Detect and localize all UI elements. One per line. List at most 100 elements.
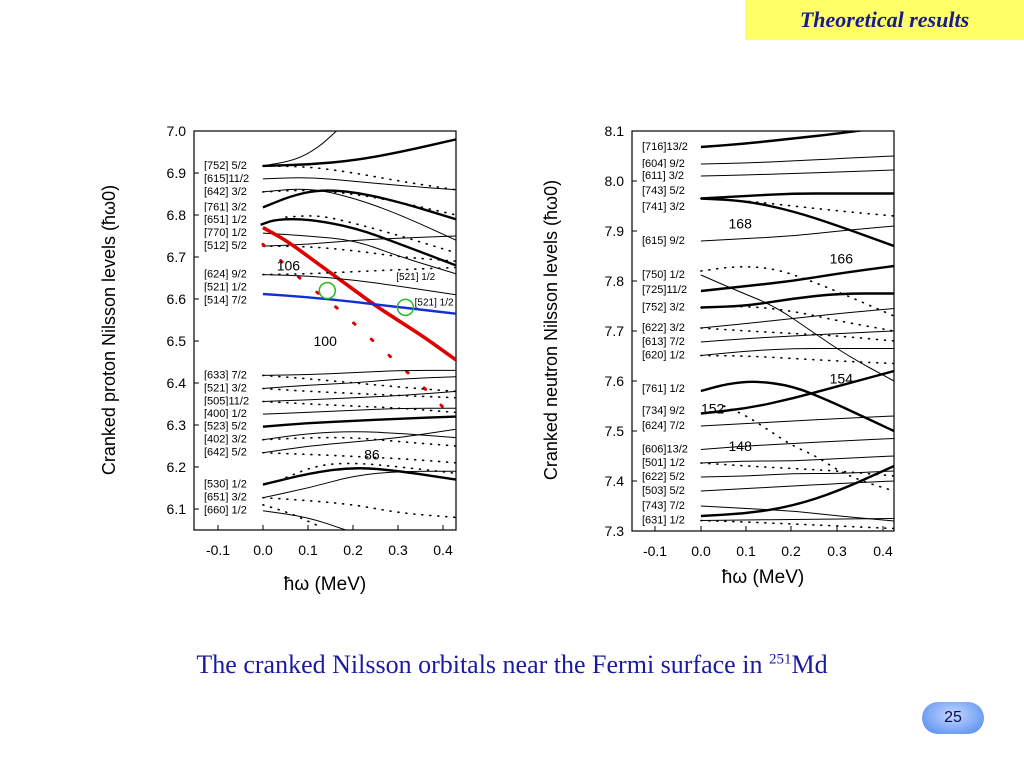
orbital-label: [633] 7/2 [204, 369, 247, 381]
orbital-curves [700, 131, 894, 530]
orbital-label-bg [202, 212, 260, 225]
caption-element: Md [791, 650, 828, 679]
orbital-label-bg [202, 266, 260, 279]
y-axis-title: Cranked neutron Nilsson levels (ħω0) [541, 180, 561, 480]
orbital-line [700, 369, 894, 415]
orbital-line [285, 462, 456, 479]
orbital-label: [761] 3/2 [204, 201, 247, 213]
orbital-label-bg [640, 403, 698, 415]
y-tick-label: 7.7 [605, 323, 625, 339]
orbital-label: [624] 7/2 [642, 420, 685, 432]
orbital-label: [642] 5/2 [204, 447, 247, 459]
orbital-line [700, 225, 894, 242]
orbital-line [723, 405, 894, 492]
y-tick-label: 7.0 [167, 123, 187, 139]
orbital-label-bg [640, 469, 698, 481]
orbital-line [700, 305, 894, 332]
neutron-chart: 8.1 8.0 7.9 7.8 7.7 7.6 7.5 7.4 7.3 -0.1 0.0 0.1 0.2… [541, 123, 895, 588]
caption-mass-number: 251 [768, 651, 792, 668]
x-tick-label: 0.0 [253, 542, 273, 558]
x-tick-label: 0.0 [691, 543, 711, 559]
orbital-line [700, 155, 894, 165]
orbital-line [262, 510, 346, 530]
x-tick-label: 0.1 [298, 542, 318, 558]
y-tick-label: 6.8 [167, 207, 187, 223]
orbital-line [700, 505, 894, 522]
orbital-line [262, 138, 456, 168]
y-tick-label: 8.0 [605, 173, 625, 189]
orbital-label: [743] 5/2 [642, 185, 685, 197]
orbital-label: [530] 1/2 [204, 479, 247, 491]
orbital-line [700, 470, 894, 478]
orbital-label: [613] 7/2 [642, 336, 685, 348]
orbital-label-bg [640, 139, 698, 151]
y-tick-label: 7.8 [605, 273, 625, 289]
orbital-line [262, 245, 456, 262]
y-tick-label: 7.9 [605, 223, 625, 239]
orbital-line [262, 188, 456, 241]
shell-gap-label: 148 [729, 438, 753, 454]
slide-title: Theoretical results [745, 0, 1024, 40]
x-axis-title: ħω (MeV) [722, 567, 804, 588]
y-tick-label: 6.7 [167, 249, 187, 265]
orbital-line [262, 470, 456, 499]
orbital-line [700, 169, 894, 177]
orbital-label: [400] 1/2 [204, 408, 247, 420]
y-tick-label: 7.6 [605, 373, 625, 389]
orbital-label-bg [640, 320, 698, 332]
orbital-label: [743] 7/2 [642, 500, 685, 512]
orbital-line [700, 348, 894, 356]
orbital-label: [521] 1/2 [204, 282, 247, 294]
orbital-label: [505]11/2 [204, 395, 249, 407]
orbital-line [262, 428, 456, 454]
orbital-label-bg [640, 512, 698, 525]
orbital-label-bg [202, 279, 260, 292]
x-axis-title: ħω (MeV) [284, 574, 366, 595]
orbital-label: [752] 3/2 [642, 302, 685, 314]
orbital-label: [611] 3/2 [642, 170, 684, 182]
orbital-label-bg [640, 299, 698, 312]
orbital-label: [752] 5/2 [204, 160, 247, 172]
orbital-label: [734] 9/2 [642, 405, 685, 417]
orbital-line [262, 431, 456, 441]
shell-gap-label: 152 [701, 401, 725, 417]
orbital-line [700, 438, 894, 450]
orbital-line [262, 400, 456, 414]
orbital-label: [624] 9/2 [204, 269, 247, 281]
orbital-label-bg [640, 381, 698, 393]
orbital-line [262, 415, 456, 428]
proton-chart: 7.0 6.9 6.8 6.7 6.6 6.5 6.4 6.3 6.2 6.1 -0.1 0.0 0.1… [99, 123, 457, 595]
orbital-label: [514] 7/2 [204, 294, 247, 306]
orbital-label-bg [640, 347, 698, 360]
orbital-line [700, 274, 894, 382]
shell-gap-label: 86 [364, 446, 380, 462]
orbital-label-bg [202, 380, 260, 393]
orbital-label: [642] 3/2 [204, 186, 247, 198]
x-tick-label: 0.1 [736, 543, 756, 559]
orbital-label-bg [202, 170, 260, 183]
orbital-label: [741] 3/2 [642, 201, 685, 213]
orbital-label-bg [202, 292, 260, 305]
orbital-label: [615] 9/2 [642, 235, 685, 247]
orbital-label: [770] 1/2 [204, 227, 247, 239]
orbital-line [262, 189, 456, 216]
orbital-label-bg [640, 441, 698, 454]
orbital-label-bg [202, 431, 260, 444]
y-tick-label: 7.5 [605, 423, 625, 439]
orbital-label: [523] 5/2 [204, 421, 247, 433]
orbital-label-bg [202, 157, 260, 170]
orbital-label: [402] 3/2 [204, 434, 247, 446]
orbital-annotation: [521] 1/2 [415, 297, 454, 308]
orbital-line [262, 407, 456, 415]
orbital-label: [631] 1/2 [642, 515, 685, 527]
y-tick-label: 6.5 [167, 333, 187, 349]
orbital-label-bg [640, 455, 698, 467]
orbital-line [700, 480, 894, 492]
orbital-label-bg [202, 444, 260, 457]
orbital-label: [615]11/2 [204, 173, 249, 185]
orbital-line [262, 390, 456, 402]
orbital-line [700, 192, 894, 200]
orbital-line [260, 217, 456, 267]
orbital-curves [260, 131, 456, 530]
orbital-line [262, 274, 456, 296]
